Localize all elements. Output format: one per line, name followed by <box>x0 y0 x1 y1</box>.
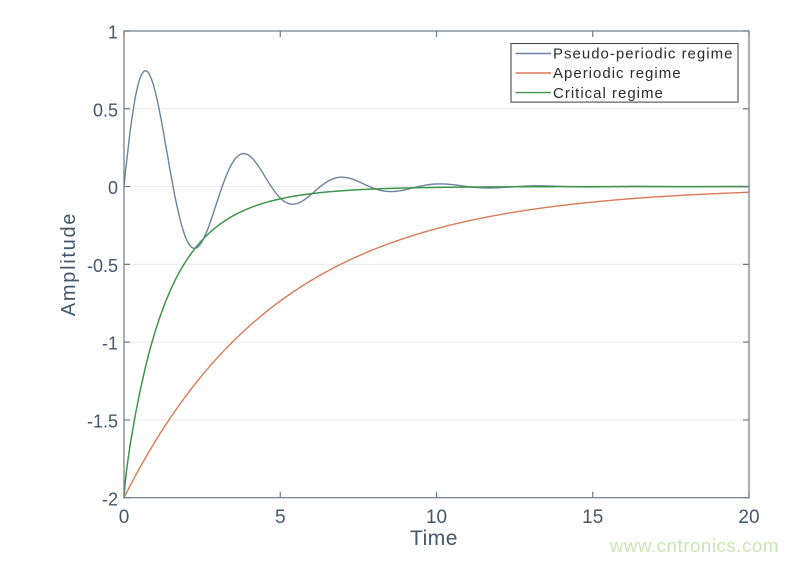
svg-text:20: 20 <box>738 507 759 528</box>
svg-text:-0.5: -0.5 <box>87 256 118 276</box>
svg-text:10: 10 <box>426 507 447 528</box>
svg-text:-1.5: -1.5 <box>87 412 118 432</box>
svg-text:5: 5 <box>275 507 286 528</box>
svg-text:0.5: 0.5 <box>93 100 118 120</box>
svg-text:Amplitude: Amplitude <box>58 212 80 316</box>
svg-text:Pseudo-periodic regime: Pseudo-periodic regime <box>553 46 733 63</box>
svg-text:0: 0 <box>119 507 130 528</box>
svg-text:15: 15 <box>582 507 603 528</box>
svg-text:1: 1 <box>108 23 118 43</box>
svg-text:Critical regime: Critical regime <box>553 85 664 102</box>
svg-text:www.cntronics.com: www.cntronics.com <box>609 535 779 556</box>
svg-text:-2: -2 <box>102 489 118 509</box>
svg-text:0: 0 <box>108 178 118 198</box>
svg-text:Aperiodic regime: Aperiodic regime <box>553 65 682 82</box>
svg-text:-1: -1 <box>102 334 118 354</box>
svg-text:Time: Time <box>410 527 458 550</box>
